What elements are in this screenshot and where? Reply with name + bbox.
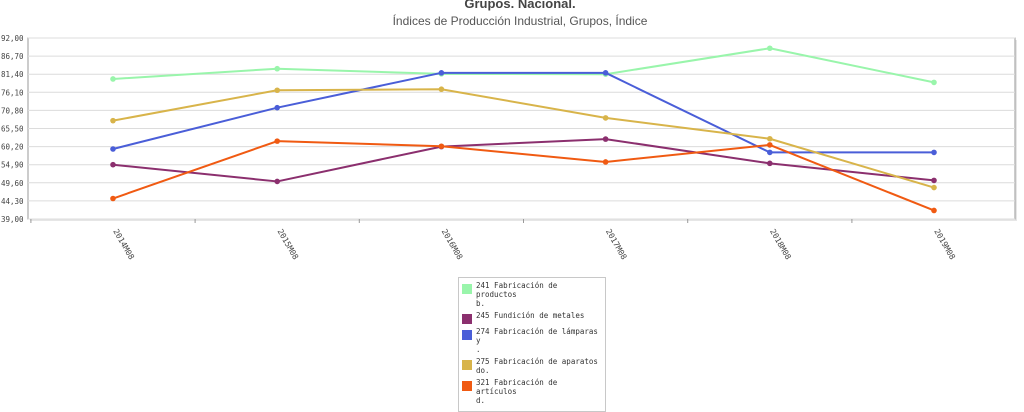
chart-legend: 241 Fabricación de productos b. 245 Fundi… xyxy=(458,277,606,412)
data-point xyxy=(274,138,281,144)
data-point xyxy=(767,160,773,167)
legend-label: 275 Fabricación de aparatos do. xyxy=(476,357,598,375)
data-point xyxy=(602,70,609,76)
data-point xyxy=(438,70,445,76)
data-point xyxy=(767,135,773,142)
data-point xyxy=(438,86,445,93)
data-point xyxy=(110,195,116,202)
y-tick-label: 86,70 xyxy=(1,52,24,61)
x-tick-label: 2018M08 xyxy=(768,228,793,262)
y-tick-label: 39,00 xyxy=(1,215,24,224)
data-point xyxy=(438,143,445,150)
series-line-0 xyxy=(112,47,935,84)
data-point xyxy=(110,146,116,152)
legend-swatch xyxy=(462,284,472,294)
series-line-3 xyxy=(112,88,935,189)
data-point xyxy=(767,45,773,52)
chart-subtitle: Índices de Producción Industrial, Grupos… xyxy=(392,14,648,28)
y-tick-label: 76,10 xyxy=(1,88,24,97)
legend-item: 275 Fabricación de aparatos do. xyxy=(461,357,603,375)
legend-item: 274 Fabricación de lámparas y . xyxy=(461,327,603,354)
legend-swatch xyxy=(462,314,472,324)
legend-label: 241 Fabricación de productos b. xyxy=(476,281,558,308)
line-chart: 92,00 86,70 81,40 76,10 70,80 65,50 60,20 54,90… xyxy=(1,34,1017,262)
data-point xyxy=(274,104,281,111)
legend-label: 321 Fabricación de artículos d. xyxy=(476,378,558,405)
x-tick-label: 2016M08 xyxy=(440,228,465,262)
legend-item: 245 Fundición de metales xyxy=(461,311,603,324)
legend-swatch xyxy=(462,381,472,391)
legend-item: 321 Fabricación de artículos d. xyxy=(461,378,603,405)
data-point xyxy=(767,149,773,156)
x-tick-label: 2015M08 xyxy=(275,228,300,262)
y-tick-label: 65,50 xyxy=(1,125,24,134)
y-tick-label: 70,80 xyxy=(1,106,24,115)
data-point xyxy=(931,207,937,214)
x-tick-label: 2019M08 xyxy=(932,228,957,262)
data-point xyxy=(274,178,281,185)
data-point xyxy=(931,184,937,191)
data-point xyxy=(274,87,281,94)
legend-swatch xyxy=(462,360,472,370)
legend-label: 274 Fabricación de lámparas y . xyxy=(476,327,598,354)
legend-swatch xyxy=(462,330,472,340)
y-tick-label: 44,30 xyxy=(1,197,24,206)
y-tick-label: 81,40 xyxy=(1,70,24,79)
legend-label: 245 Fundición de metales xyxy=(476,311,585,320)
y-tick-label: 54,90 xyxy=(1,161,24,170)
data-point xyxy=(767,142,773,148)
data-point xyxy=(602,115,609,121)
series-line-4 xyxy=(112,140,935,212)
data-point xyxy=(931,79,937,86)
data-point xyxy=(931,177,937,184)
series-line-2 xyxy=(112,71,934,154)
y-tick-label: 49,60 xyxy=(1,179,24,188)
data-point xyxy=(110,76,116,82)
series-line-1 xyxy=(112,138,935,183)
chart-title: Grupos. Nacional. xyxy=(464,0,576,11)
data-point xyxy=(931,149,937,156)
legend-item: 241 Fabricación de productos b. xyxy=(461,281,603,308)
y-tick-label: 60,20 xyxy=(1,143,24,152)
y-tick-label: 92,00 xyxy=(1,34,24,43)
data-point xyxy=(274,65,281,72)
data-point xyxy=(602,136,609,142)
data-point xyxy=(602,159,609,165)
data-point xyxy=(110,161,116,168)
x-tick-label: 2017M08 xyxy=(604,228,629,262)
x-tick-label: 2014M08 xyxy=(111,228,136,262)
data-point xyxy=(110,117,116,124)
